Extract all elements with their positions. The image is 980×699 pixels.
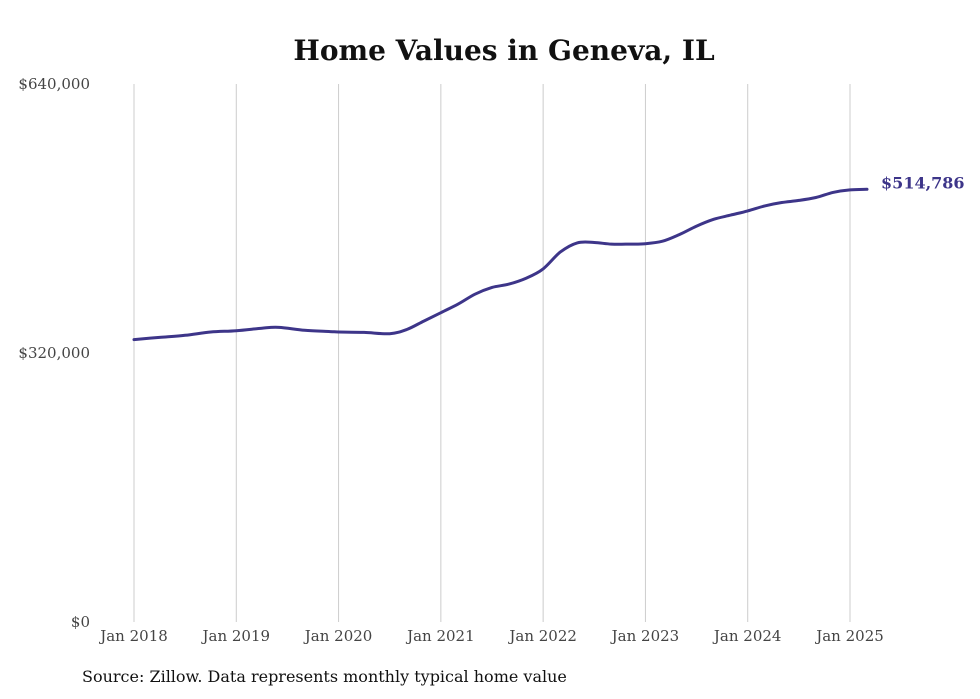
x-tick-label: Jan 2021 xyxy=(405,627,475,645)
source-note: Source: Zillow. Data represents monthly … xyxy=(82,667,567,686)
x-tick-label: Jan 2018 xyxy=(98,627,168,645)
line-chart: Home Values in Geneva, IL $0 $320,000 $640… xyxy=(18,34,965,645)
x-tick-label: Jan 2023 xyxy=(610,627,680,645)
series-group xyxy=(132,187,869,342)
x-axis-ticks: Jan 2018 Jan 2019 Jan 2020 Jan 2021 Jan 2022… xyxy=(98,627,884,645)
end-value-label: $514,786 xyxy=(881,173,965,192)
x-tick-label: Jan 2025 xyxy=(814,627,884,645)
x-tick-label: Jan 2022 xyxy=(507,627,577,645)
x-tick-label: Jan 2020 xyxy=(303,627,373,645)
y-tick-label: $0 xyxy=(71,613,90,631)
y-tick-label: $640,000 xyxy=(18,75,90,93)
y-axis-ticks: $0 $320,000 $640,000 xyxy=(18,75,90,631)
series-line xyxy=(132,187,869,342)
x-tick-label: Jan 2024 xyxy=(712,627,782,645)
y-tick-label: $320,000 xyxy=(18,344,90,362)
grid-lines xyxy=(133,84,851,622)
chart-title: Home Values in Geneva, IL xyxy=(293,34,715,67)
x-tick-label: Jan 2019 xyxy=(201,627,271,645)
